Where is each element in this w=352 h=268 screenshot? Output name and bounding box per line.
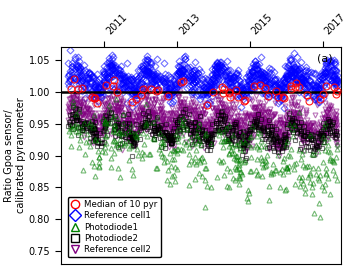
Legend: Median of 10 pyr, Reference cell1, Photodiode1, Photodiode2, Reference cell2: Median of 10 pyr, Reference cell1, Photo… — [68, 197, 161, 257]
Text: (a): (a) — [317, 54, 333, 64]
Y-axis label: Ratio Gpoa sensor/
calibrated pyranometer: Ratio Gpoa sensor/ calibrated pyranomete… — [4, 98, 26, 213]
